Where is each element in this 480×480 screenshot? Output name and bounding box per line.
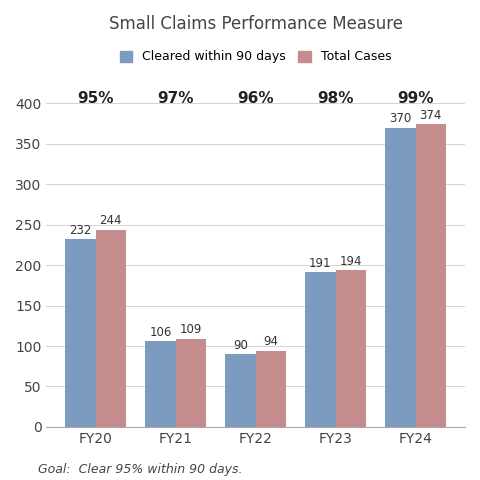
Text: 97%: 97% <box>157 91 194 106</box>
Bar <box>176 339 206 427</box>
Text: 90: 90 <box>233 339 248 352</box>
Legend: Cleared within 90 days, Total Cases: Cleared within 90 days, Total Cases <box>120 50 392 63</box>
Text: 244: 244 <box>100 214 122 227</box>
Text: 109: 109 <box>180 324 202 336</box>
Bar <box>65 239 96 427</box>
Text: 96%: 96% <box>237 91 274 106</box>
Text: 106: 106 <box>149 326 172 339</box>
Bar <box>225 354 256 427</box>
Title: Small Claims Performance Measure: Small Claims Performance Measure <box>108 15 403 33</box>
Text: 95%: 95% <box>77 91 114 106</box>
Bar <box>145 341 176 427</box>
Text: 98%: 98% <box>317 91 354 106</box>
Bar <box>385 128 416 427</box>
Text: 194: 194 <box>339 254 362 267</box>
Text: 94: 94 <box>264 336 278 348</box>
Text: 99%: 99% <box>397 91 434 106</box>
Text: 232: 232 <box>69 224 92 237</box>
Bar <box>416 124 446 427</box>
Text: 370: 370 <box>389 112 411 125</box>
Text: 374: 374 <box>420 109 442 122</box>
Bar <box>256 351 286 427</box>
Bar <box>96 229 126 427</box>
Text: 191: 191 <box>309 257 332 270</box>
Text: Goal:  Clear 95% within 90 days.: Goal: Clear 95% within 90 days. <box>38 463 243 476</box>
Bar <box>336 270 366 427</box>
Bar <box>305 272 336 427</box>
